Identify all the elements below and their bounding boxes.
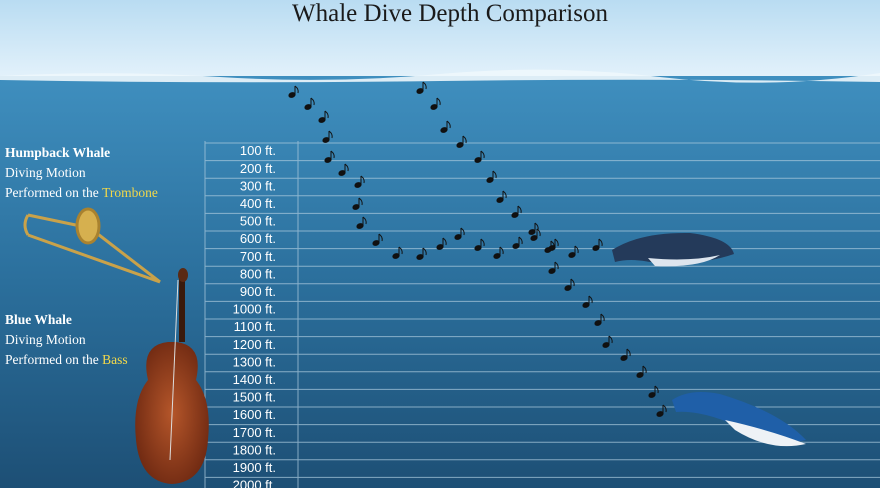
note-flag [398,246,403,255]
note-flag [422,81,427,90]
note-flag [608,335,613,344]
panel-text: Performed on the Trombone [5,183,158,203]
depth-label: 300 ft. [240,178,276,193]
depth-label: 1400 ft. [233,372,276,387]
depth-label: 900 ft. [240,284,276,299]
humpback-panel: Humpback Whale Diving Motion Performed o… [5,143,158,203]
depth-label: 1900 ft. [233,460,276,475]
depth-label: 500 ft. [240,214,276,229]
panel-text: Diving Motion [5,332,86,347]
note-flag [330,150,335,159]
note-flag [422,247,427,256]
note-flag [344,163,349,172]
depth-label: 1600 ft. [233,407,276,422]
instrument-name: Bass [102,352,128,367]
instrument-name: Trombone [102,185,158,200]
note-flag [446,120,451,129]
depth-label: 600 ft. [240,231,276,246]
depth-label: 200 ft. [240,161,276,176]
panel-text: Performed on the Bass [5,350,128,370]
note-flag [502,190,507,199]
note-flag [460,227,465,236]
note-flag [517,205,522,214]
note-flag [642,365,647,374]
title: Whale Dive Depth Comparison [292,0,608,27]
depth-label: 1200 ft. [233,337,276,352]
note-flag [588,295,593,304]
depth-label: 1700 ft. [233,425,276,440]
note-flag [570,278,575,287]
note-flag [654,385,659,394]
depth-grid [204,141,880,488]
sky [0,0,880,80]
panel-text: Performed on the [5,185,99,200]
bass-icon [135,268,209,484]
note-flag [518,236,523,245]
depth-label: 100 ft. [240,143,276,158]
note-flag [574,245,579,254]
note-flag [499,246,504,255]
depth-labels: 100 ft. 200 ft. 300 ft. 400 ft. 500 ft. 600 f… [233,143,276,488]
note-flag [462,135,467,144]
note-flag [294,85,299,94]
blue-whale-icon [672,392,806,447]
note-flag [328,130,333,139]
depth-label: 700 ft. [240,249,276,264]
depth-label: 1000 ft. [233,302,276,317]
note-flag [492,170,497,179]
depth-label: 1800 ft. [233,442,276,457]
trombone-icon [23,207,161,284]
depth-label: 2000 ft. [233,478,276,488]
humpback-whale-icon [612,232,734,267]
music-notes [288,81,667,417]
note-flag [534,222,539,231]
blue-panel: Blue Whale Diving Motion Performed on th… [5,310,128,370]
note-flag [554,261,559,270]
panel-text: Diving Motion [5,165,86,180]
note-flag [480,238,485,247]
note-flag [358,197,363,206]
note-flag [598,238,603,247]
note-flag [310,97,315,106]
panel-text: Performed on the [5,352,99,367]
note-flag [554,238,559,247]
note-flag [480,150,485,159]
depth-label: 1100 ft. [234,319,276,334]
depth-label: 400 ft. [240,196,276,211]
note-flag [378,233,383,242]
whale-name: Blue Whale [5,312,72,327]
whale-name: Humpback Whale [5,145,111,160]
depth-label: 1500 ft. [233,390,276,405]
note-flag [626,348,631,357]
note-flag [436,97,441,106]
note-flag [550,240,555,249]
depth-label: 1300 ft. [233,354,276,369]
wave-line [0,69,880,83]
note-flag [324,110,329,119]
depth-label: 800 ft. [240,266,276,281]
note-flag [662,404,667,413]
note-flag [360,175,365,184]
note-flag [600,313,605,322]
note-flag [442,237,447,246]
note-flag [362,216,367,225]
